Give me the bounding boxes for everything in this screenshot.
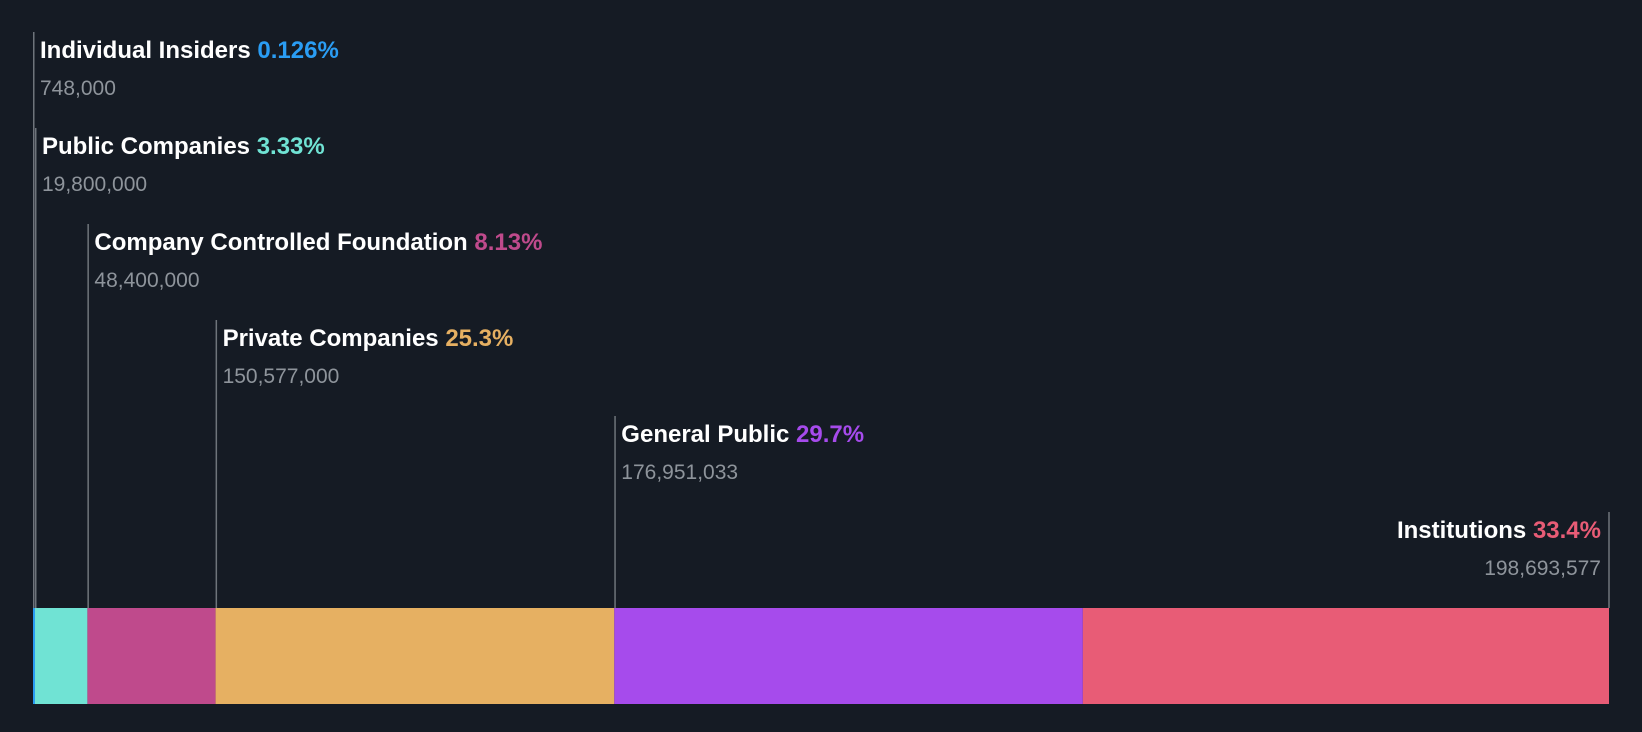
segment-label-public-companies: Public Companies 3.33% [42, 133, 325, 160]
segment-name: Public Companies [42, 133, 257, 160]
segment-label-general-public: General Public 29.7% [621, 421, 864, 448]
segment-label-company-controlled-foundation: Company Controlled Foundation 8.13% [94, 229, 542, 256]
bar-segment-company-controlled-foundation [87, 608, 216, 704]
segment-name: Company Controlled Foundation [94, 229, 474, 256]
segment-label-individual-insiders: Individual Insiders 0.126% [40, 37, 339, 64]
bar-segment-institutions [1082, 608, 1609, 704]
leader-lines [33, 32, 1610, 608]
segment-shares-private-companies: 150,577,000 [223, 365, 340, 388]
segment-percent: 25.3% [445, 325, 513, 352]
segment-name: Individual Insiders [40, 37, 257, 64]
segment-percent: 3.33% [257, 133, 325, 160]
segment-label-private-companies: Private Companies 25.3% [223, 325, 514, 352]
bar-segment-private-companies [215, 608, 615, 704]
segment-shares-institutions: 198,693,577 [1484, 557, 1601, 580]
segment-percent: 33.4% [1533, 517, 1601, 544]
segment-shares-general-public: 176,951,033 [621, 461, 738, 484]
bar-segment-individual-insiders [33, 608, 35, 704]
segment-shares-individual-insiders: 748,000 [40, 77, 116, 100]
segment-percent: 8.13% [474, 229, 542, 256]
segment-percent: 29.7% [796, 421, 864, 448]
segment-percent: 0.126% [257, 37, 338, 64]
segment-labels: Individual Insiders 0.126% 748,000 Public … [40, 37, 1601, 580]
segment-shares-company-controlled-foundation: 48,400,000 [94, 269, 199, 292]
bar-segment-public-companies [34, 608, 88, 704]
stacked-bar [33, 608, 1609, 704]
segment-name: Institutions [1397, 517, 1533, 544]
segment-name: Private Companies [223, 325, 446, 352]
segment-name: General Public [621, 421, 796, 448]
segment-shares-public-companies: 19,800,000 [42, 173, 147, 196]
bar-segment-general-public [614, 608, 1083, 704]
segment-label-institutions: Institutions 33.4% [1397, 517, 1601, 544]
